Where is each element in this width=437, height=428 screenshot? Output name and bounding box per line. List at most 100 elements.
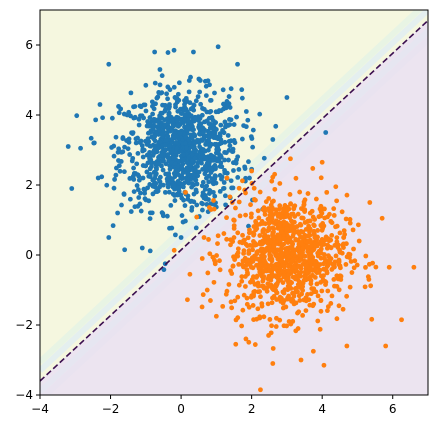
data-point	[224, 236, 230, 242]
data-point	[232, 298, 238, 304]
data-point	[176, 158, 182, 164]
data-point	[234, 114, 239, 120]
data-point	[284, 207, 290, 213]
data-point	[201, 130, 206, 135]
data-point	[333, 224, 338, 230]
data-point	[246, 159, 251, 165]
data-point	[155, 119, 161, 125]
data-point	[217, 258, 222, 264]
data-point	[246, 251, 252, 256]
data-point	[218, 160, 224, 166]
data-point	[138, 190, 143, 196]
data-point	[356, 222, 361, 228]
data-point	[134, 183, 140, 188]
data-point	[199, 256, 205, 261]
data-point	[192, 155, 198, 161]
data-point	[174, 123, 180, 128]
data-point	[250, 144, 256, 150]
data-point	[272, 186, 278, 192]
data-point	[347, 217, 353, 222]
data-point	[162, 108, 168, 114]
data-point	[273, 218, 279, 224]
data-point	[269, 300, 275, 306]
data-point	[243, 284, 248, 289]
data-point	[288, 286, 294, 291]
data-point	[131, 189, 137, 195]
data-point	[144, 169, 150, 175]
data-point	[228, 299, 234, 305]
data-point	[147, 122, 153, 128]
series-2	[171, 156, 417, 393]
data-point	[127, 152, 133, 157]
data-point	[312, 262, 318, 268]
data-point	[110, 223, 116, 229]
data-point	[230, 149, 236, 154]
data-point	[321, 273, 326, 279]
data-point	[325, 304, 331, 310]
data-point	[195, 137, 200, 143]
data-point	[212, 173, 218, 179]
data-point	[201, 235, 207, 240]
data-point	[149, 210, 155, 216]
data-point	[211, 198, 216, 203]
data-point	[301, 202, 307, 207]
x-tick-label: 6	[389, 402, 397, 416]
data-point	[305, 292, 310, 297]
data-point	[186, 89, 192, 95]
data-point	[141, 102, 147, 108]
data-point	[221, 101, 226, 107]
data-point	[261, 314, 267, 320]
x-tick-label: 0	[177, 402, 185, 416]
data-point	[214, 253, 219, 258]
data-point	[191, 127, 196, 133]
data-point	[279, 251, 285, 257]
data-point	[262, 212, 268, 217]
data-point	[383, 343, 389, 349]
data-point	[111, 153, 117, 159]
data-point	[168, 203, 174, 208]
data-point	[309, 248, 315, 254]
data-point	[145, 130, 151, 136]
data-point	[203, 93, 209, 98]
series-1	[65, 44, 329, 273]
data-point	[313, 266, 318, 272]
data-point	[191, 49, 196, 55]
data-point	[265, 301, 271, 307]
data-point	[155, 161, 161, 167]
data-point	[352, 258, 358, 264]
data-point	[370, 260, 375, 266]
data-point	[223, 291, 229, 297]
contour-band	[40, 10, 423, 364]
data-point	[180, 157, 186, 163]
data-point	[379, 215, 385, 221]
data-point	[190, 105, 196, 111]
data-point	[147, 154, 153, 160]
data-point	[269, 247, 275, 253]
data-point	[386, 264, 392, 270]
data-point	[261, 257, 267, 263]
data-point	[147, 174, 153, 180]
data-point	[172, 95, 178, 100]
data-point	[270, 174, 276, 180]
data-point	[193, 177, 199, 183]
data-point	[349, 270, 355, 275]
data-point	[171, 247, 177, 253]
data-point	[223, 202, 229, 208]
data-point	[69, 186, 75, 191]
data-point	[161, 267, 167, 273]
data-point	[369, 316, 375, 322]
data-point	[136, 122, 142, 128]
data-point	[221, 231, 227, 236]
data-point	[239, 95, 245, 101]
data-point	[297, 298, 303, 303]
data-point	[130, 173, 136, 179]
data-point	[224, 98, 230, 104]
data-point	[138, 138, 144, 144]
data-point	[248, 202, 253, 208]
data-point	[268, 239, 273, 245]
data-point	[284, 323, 290, 329]
data-point	[205, 270, 211, 276]
data-point	[246, 339, 252, 345]
data-point	[193, 187, 199, 193]
data-point	[272, 266, 278, 271]
